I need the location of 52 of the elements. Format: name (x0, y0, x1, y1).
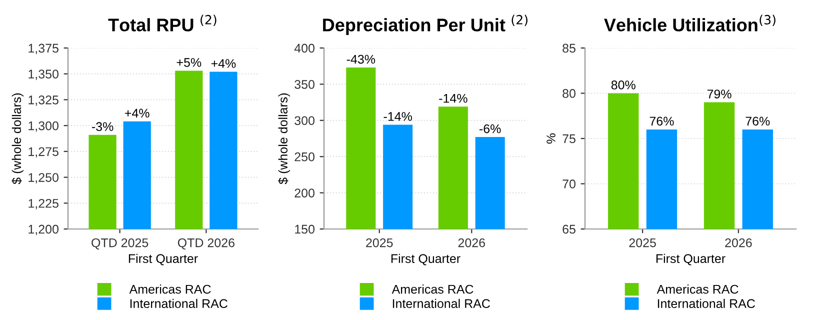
y-tick-label: 400 (294, 44, 314, 53)
y-tick-label: 1,275 (28, 147, 58, 158)
y-tick-label: 1,325 (28, 96, 58, 106)
y-tick-label: 80 (562, 89, 576, 98)
annotation: +5% (176, 58, 202, 67)
legend-label: International RAC (392, 298, 490, 308)
x-tick-label: 2026 (725, 238, 752, 248)
y-axis-title: % (546, 133, 556, 144)
y-tick-label: 350 (294, 80, 314, 89)
y-tick-label: 1,375 (28, 44, 58, 54)
y-tick-label: 65 (562, 224, 576, 234)
x-tick-label: 2026 (458, 238, 485, 248)
annotation: +4% (125, 108, 150, 118)
legend-label: International RAC (658, 298, 755, 308)
y-tick-label: 300 (294, 116, 314, 126)
legend-label: Americas RAC (129, 284, 211, 294)
x-axis-title: First Quarter (656, 254, 726, 266)
data-label: 80% (611, 80, 636, 90)
y-tick-label: 1,200 (28, 224, 58, 236)
y-tick-label: 1,350 (28, 70, 58, 80)
y-tick-label: 70 (562, 180, 576, 188)
y-tick-label: 75 (562, 134, 576, 144)
x-axis-title: First Quarter (128, 254, 198, 266)
annotation: -3% (92, 122, 114, 132)
x-axis-title: First Quarter (391, 254, 460, 266)
y-tick-label: 150 (295, 224, 314, 234)
y-tick-label: 250 (294, 152, 314, 162)
legend-label: Americas RAC (392, 284, 474, 294)
x-tick-label: QTD 2025 (92, 238, 148, 250)
annotation: -6% (480, 124, 501, 134)
y-axis-title: $ (whole dollars) (278, 93, 290, 184)
y-tick-label: 1,300 (28, 121, 58, 132)
annotation: -14% (384, 112, 412, 121)
annotation: -43% (346, 54, 376, 64)
chart-title: Depreciation Per Unit $^{(2)}$ (323, 14, 528, 35)
annotation: +4% (211, 59, 236, 68)
chart-title: Total RPU $^{(2)}$ (108, 14, 216, 32)
x-tick-label: 2025 (366, 238, 393, 248)
data-label: 76% (746, 116, 770, 126)
annotation: -14% (439, 94, 468, 103)
data-label: 79% (707, 90, 732, 98)
chart-title: Vehicle Utilization$^{(3)}$ (604, 14, 776, 32)
y-tick-label: 85 (562, 44, 576, 53)
y-tick-label: 1,250 (28, 173, 58, 184)
y-tick-label: 200 (294, 188, 314, 198)
y-tick-label: 1,225 (28, 198, 58, 210)
x-tick-label: 2025 (629, 238, 656, 248)
legend-label: International RAC (130, 298, 228, 308)
data-label: 76% (650, 116, 674, 126)
x-tick-label: QTD 2026 (178, 238, 234, 250)
legend-label: Americas RAC (656, 284, 738, 294)
y-axis-title: $ (whole dollars) (12, 93, 24, 184)
